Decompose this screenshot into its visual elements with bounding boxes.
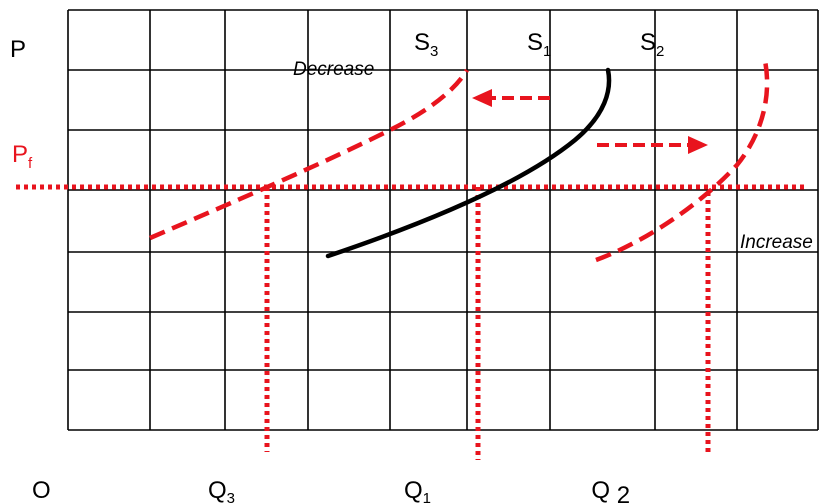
s2-label-sub: 2 xyxy=(656,43,664,60)
q2-label-sub: 2 xyxy=(617,482,630,503)
s3-supply-curve xyxy=(149,68,469,241)
s1-curve-label: S1 xyxy=(527,29,551,60)
s3-curve-label: S3 xyxy=(414,29,438,60)
s2-label-main: S xyxy=(640,29,656,56)
s3-label-sub: 3 xyxy=(430,43,438,60)
price-floor-label: Pf xyxy=(12,141,33,172)
q1-label-sub: 1 xyxy=(423,490,431,503)
q1-label: Q1 xyxy=(404,477,431,503)
s2-supply-curve xyxy=(595,55,770,263)
price-floor-label-sub: f xyxy=(28,155,33,172)
decrease-arrow xyxy=(472,89,550,107)
price-floor-label-main: P xyxy=(12,141,28,168)
axis-origin-label: O xyxy=(32,477,51,503)
s2-curve-label: S2 xyxy=(640,29,664,60)
s1-label-main: S xyxy=(527,29,543,56)
s3-label-main: S xyxy=(414,29,430,56)
grid xyxy=(67,9,819,431)
q3-label-sub: 3 xyxy=(227,490,235,503)
q3-label: Q3 xyxy=(208,477,235,503)
increase-arrow xyxy=(597,136,708,154)
increase-annotation: Increase xyxy=(740,232,813,253)
s1-label-sub: 1 xyxy=(543,43,551,60)
q3-label-main: Q xyxy=(208,477,227,503)
q1-label-main: Q xyxy=(404,477,423,503)
q2-label: Q 2 xyxy=(558,477,650,503)
s1-supply-curve xyxy=(325,67,612,259)
decrease-annotation: Decrease xyxy=(293,59,374,80)
axis-price-label: P xyxy=(10,36,26,63)
q2-label-main: Q xyxy=(591,477,616,503)
